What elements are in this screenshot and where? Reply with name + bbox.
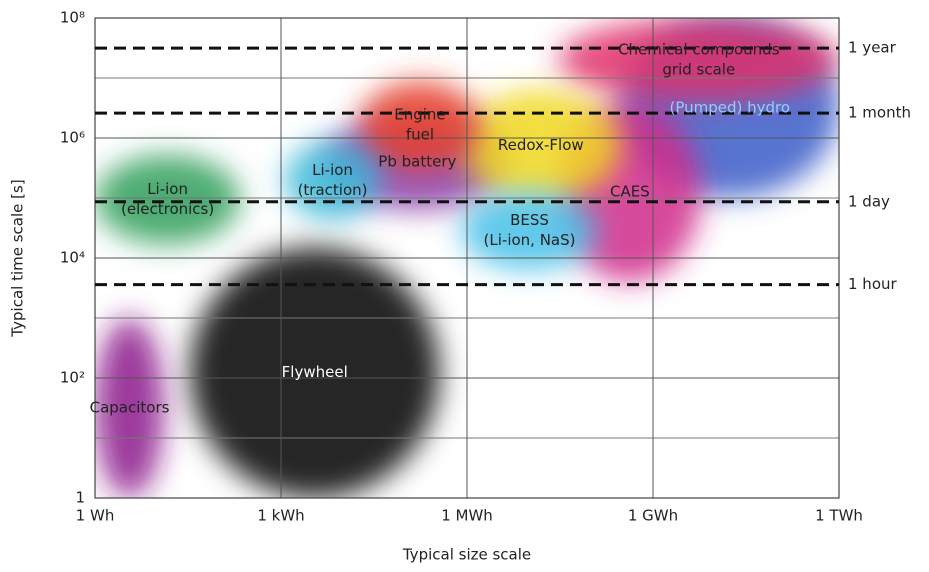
reference-label: 1 hour [848, 275, 898, 293]
region-label: Engine [394, 106, 445, 124]
region-label: Li-ion [312, 161, 353, 179]
region-label: grid scale [662, 60, 735, 78]
region-label: BESS [510, 211, 549, 229]
region-label: Li-ion [147, 180, 188, 198]
y-axis-label: Typical time scale [s] [9, 179, 27, 337]
page: 1 10² 10⁴ 10⁶ 10⁸ 1 Wh 1 kWh 1 MWh 1 GWh 1 TWh 1 h… [0, 0, 929, 572]
x-tick-label: 1 Wh [76, 507, 115, 525]
y-tick-label: 10⁴ [60, 249, 85, 267]
y-tick-label: 10⁸ [60, 9, 85, 27]
region-label: (traction) [298, 181, 368, 199]
reference-label: 1 month [848, 104, 911, 122]
x-tick-label: 1 GWh [628, 507, 678, 525]
region-label: Flywheel [282, 363, 348, 381]
x-tick-label: 1 kWh [257, 507, 304, 525]
region-label: Capacitors [90, 399, 170, 417]
chart: 1 10² 10⁴ 10⁶ 10⁸ 1 Wh 1 kWh 1 MWh 1 GWh 1 TWh 1 h… [0, 0, 929, 572]
y-tick-label: 10⁶ [60, 129, 85, 147]
region-label: (Li-ion, NaS) [484, 231, 576, 249]
region-label: Pb battery [378, 153, 456, 171]
region-label: CAES [610, 182, 650, 200]
y-tick-label: 10² [60, 369, 85, 387]
x-axis-label: Typical size scale [402, 546, 531, 564]
x-tick-label: 1 MWh [441, 507, 493, 525]
region-label: (electronics) [121, 200, 214, 218]
reference-label: 1 year [848, 39, 897, 57]
region-label: Chemical compounds [618, 40, 780, 58]
region-label: Redox-Flow [498, 136, 584, 154]
reference-label: 1 day [848, 192, 890, 210]
x-tick-label: 1 TWh [815, 507, 863, 525]
y-tick-label: 1 [75, 489, 85, 507]
region-label: fuel [406, 126, 434, 144]
region-label: (Pumped) hydro [670, 99, 791, 117]
